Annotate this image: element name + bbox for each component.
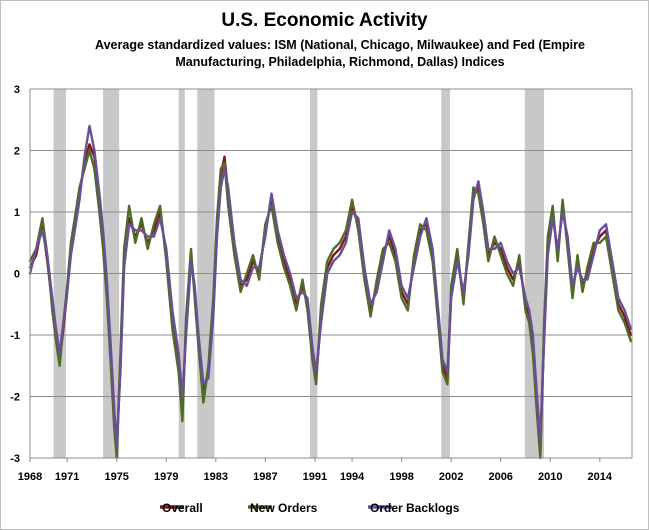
y-tick-label: -1 — [10, 330, 20, 342]
x-tick-label: 1998 — [389, 471, 413, 483]
x-tick-label: 1968 — [18, 471, 42, 483]
chart-subtitle-line2: Manufacturing, Philadelphia, Richmond, D… — [175, 55, 505, 69]
x-tick-label: 1991 — [303, 471, 327, 483]
x-tick-label: 1975 — [104, 471, 128, 483]
series-line-2 — [28, 124, 632, 447]
y-tick-label: 1 — [14, 207, 20, 219]
chart-subtitle-line1: Average standardized values: ISM (Nation… — [95, 38, 585, 52]
series-lines — [28, 124, 632, 460]
y-tick-label: -2 — [10, 392, 20, 404]
legend-label-2: Order Backlogs — [370, 501, 460, 515]
x-tick-label: 2014 — [588, 471, 613, 483]
legend-label-1: New Orders — [250, 501, 318, 515]
y-tick-label: 0 — [14, 269, 20, 281]
x-tick-label: 1979 — [154, 471, 178, 483]
x-tick-label: 1987 — [253, 471, 277, 483]
axes: 3 2 1 0 -1 -2 -3 1968 1971 1975 1979 1983 1987 1991 19… — [10, 84, 633, 483]
x-tick-label: 1971 — [55, 471, 79, 483]
y-tick-label: -3 — [10, 453, 20, 465]
chart-title: U.S. Economic Activity — [221, 10, 428, 31]
x-tick-label: 2002 — [439, 471, 463, 483]
x-tick-label: 2006 — [488, 471, 512, 483]
y-tick-label: 2 — [14, 146, 20, 158]
x-tick-label: 1983 — [204, 471, 228, 483]
legend-label-0: Overall — [162, 501, 203, 515]
legend: Overall New Orders Order Backlogs — [160, 501, 460, 515]
x-tick-label: 2010 — [538, 471, 562, 483]
x-tick-label: 1994 — [340, 471, 365, 483]
y-tick-label: 3 — [14, 84, 20, 96]
